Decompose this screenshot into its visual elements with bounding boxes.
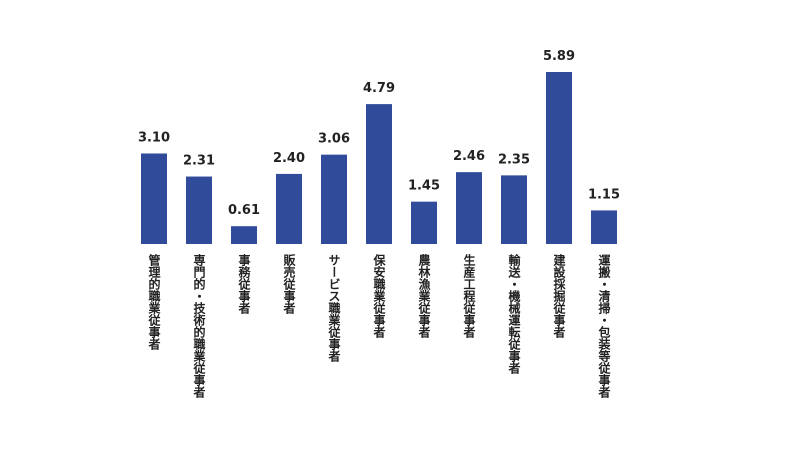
value-label: 1.45 [408,179,440,194]
value-label: 2.40 [273,151,305,166]
bar [501,175,527,244]
value-label: 1.15 [588,187,620,202]
category-label: 輸送・機械運転従事者 [507,253,521,375]
category-label: 事務従事者 [237,253,251,315]
category-label: 管理的職業従事者 [147,253,161,351]
bar [321,154,347,244]
category-label: 保安職業従事者 [372,253,386,339]
bar [456,172,482,244]
value-label: 2.46 [453,149,485,164]
category-label: サービス職業従事者 [327,254,341,363]
bar [276,173,302,244]
value-label: 2.31 [183,154,215,169]
value-label: 0.61 [228,203,260,218]
category-label: 生産工程従事者 [462,253,476,339]
value-label: 2.35 [498,152,530,167]
value-label: 5.89 [543,49,575,64]
bar [546,72,572,244]
value-label: 3.10 [138,130,170,145]
bar [141,153,167,244]
bar [186,176,212,244]
bar [411,201,437,244]
bar [366,104,392,244]
value-label: 3.06 [318,132,350,147]
category-label: 販売従事者 [282,253,296,315]
category-label: 専門的・技術的職業従事者 [192,253,206,399]
category-label: 建設採掘従事者 [552,253,566,339]
category-label: 農林漁業従事者 [417,253,431,339]
bar [231,226,257,244]
value-label: 4.79 [363,81,395,96]
category-label: 運搬・清掃・包装等従事者 [597,254,611,399]
bar [591,210,617,244]
